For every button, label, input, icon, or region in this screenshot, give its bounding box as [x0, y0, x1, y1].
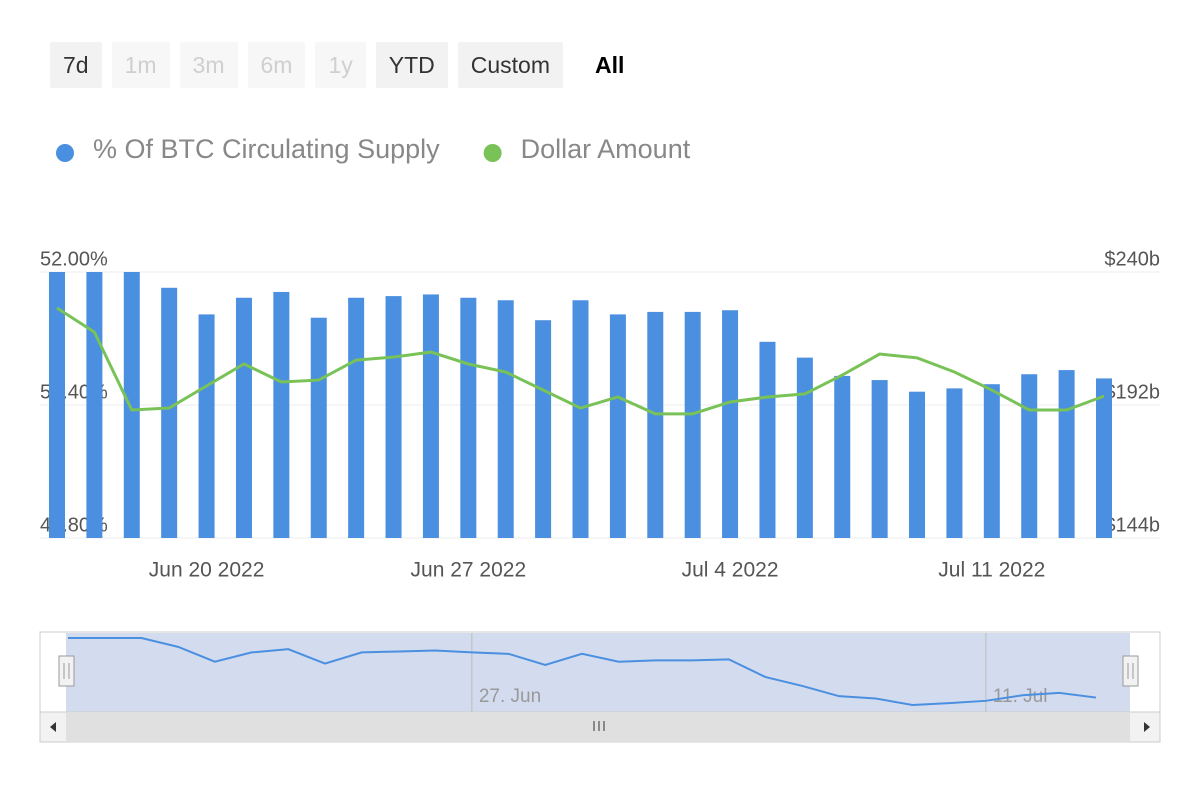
line [56, 306, 1105, 416]
scroll-left[interactable] [50, 722, 56, 732]
legend-marker [56, 144, 74, 162]
bar [123, 272, 140, 538]
bar [310, 317, 327, 538]
bar [535, 320, 552, 538]
x-tick-label: Jul 4 2022 [682, 559, 779, 582]
legend-marker [483, 144, 502, 162]
bar [609, 314, 626, 538]
bar [385, 296, 402, 538]
x-tick-label: Jun 20 2022 [149, 559, 265, 582]
bar [722, 310, 739, 538]
y2-tick-label: $192b [1104, 381, 1160, 403]
navigator-line [68, 637, 1097, 707]
range-button[interactable]: YTD [375, 42, 448, 88]
bar [422, 294, 439, 538]
legend-label[interactable]: % Of BTC Circulating Supply [93, 134, 440, 164]
range-button: 6m [247, 42, 306, 88]
bar [198, 314, 215, 538]
bar [1021, 374, 1038, 538]
navigator-handle[interactable] [58, 655, 75, 687]
bar [348, 297, 365, 538]
y-tick-label: 52.00% [40, 248, 108, 270]
bar [49, 272, 65, 538]
range-button[interactable]: All [595, 52, 625, 78]
bar [946, 388, 963, 538]
range-button: 1m [111, 42, 170, 88]
bar [1058, 370, 1075, 538]
range-button[interactable]: 7d [50, 42, 102, 88]
bar [759, 341, 776, 538]
bar [572, 300, 589, 538]
bar [1096, 378, 1112, 538]
bar [834, 375, 851, 538]
y2-tick-label: $240b [1104, 248, 1160, 270]
navigator-handle[interactable] [1122, 655, 1139, 687]
bar [983, 384, 1000, 538]
handle-grip [1127, 663, 1134, 679]
legend-label[interactable]: Dollar Amount [521, 134, 691, 164]
navigator-tick-label: 27. Jun [479, 686, 541, 707]
range-button: 1y [315, 42, 366, 88]
bar [796, 357, 813, 538]
scrollbar-grip [593, 721, 605, 731]
navigator-selection [66, 633, 1130, 712]
scrollbar-thumb[interactable] [66, 713, 1130, 741]
bar [684, 311, 701, 538]
y2-tick-label: $144b [1104, 514, 1160, 536]
scroll-right[interactable] [1144, 722, 1150, 732]
bar [460, 297, 477, 538]
range-button[interactable]: Custom [457, 42, 563, 88]
bar [909, 391, 926, 538]
bar [86, 272, 103, 538]
bar [273, 291, 290, 538]
bar [497, 300, 514, 538]
handle-grip [63, 663, 70, 679]
x-tick-label: Jul 11 2022 [938, 559, 1045, 582]
bar [871, 380, 888, 538]
bar [161, 287, 178, 538]
bar [647, 311, 664, 538]
range-button: 3m [179, 42, 238, 88]
range-selector: 7d 1m 3m 6m 1y YTD Custom All [50, 42, 637, 88]
x-tick-label: Jun 27 2022 [411, 559, 527, 582]
bar [235, 297, 252, 538]
